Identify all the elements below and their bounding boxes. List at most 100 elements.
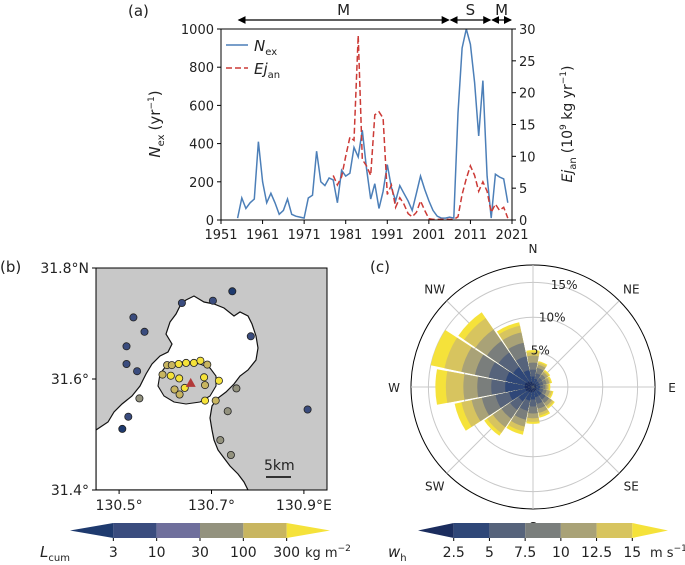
- y-right-axis-label: Ejan(109 kg yr−1): [559, 66, 579, 183]
- rose-bar-segment: [530, 381, 533, 387]
- station-point: [200, 373, 209, 382]
- station-point: [177, 298, 186, 307]
- y-right-tick-label: 5: [519, 182, 527, 197]
- y-right-tick-label: 30: [519, 23, 536, 38]
- period-label: M: [495, 1, 508, 19]
- rose-bar-segment: [533, 387, 537, 389]
- colorbar-segment: [560, 523, 597, 538]
- lat-tick-label: 31.6°: [51, 372, 89, 388]
- station-point: [167, 361, 176, 370]
- axes-a-ticks: 1951 1961 1971 1981 1991 2001 2011 202102004006…: [181, 23, 536, 243]
- station-point: [175, 390, 184, 399]
- rose-radial-label: 15%: [551, 278, 578, 292]
- colorbar-segment: [453, 523, 490, 538]
- lat-tick-label: 31.8°N: [40, 261, 89, 277]
- colorbar-segment: [286, 523, 330, 538]
- period-label: M: [337, 1, 350, 19]
- rose-bar-segment: [533, 385, 537, 387]
- rose-bar-segment: [527, 381, 533, 387]
- colorbar-tick-label: 3: [109, 545, 118, 561]
- x-tick-label: 1981: [329, 228, 362, 243]
- rose-bar-segment: [505, 381, 533, 393]
- station-point: [203, 360, 212, 369]
- station-point: [170, 385, 179, 394]
- station-point: [133, 367, 142, 376]
- direction-label-se: SE: [624, 479, 639, 493]
- rose-bar-segment: [533, 385, 541, 389]
- map: 5km: [95, 267, 328, 491]
- map-axis-ticks: 130.5° 130.7° 130.9°E 31.4° 31.6° 31.8°N: [40, 261, 332, 514]
- rose-bar-segment: [533, 384, 536, 387]
- colorbar-segment: [156, 523, 200, 538]
- y-left-tick-label: 200: [189, 176, 214, 191]
- rose-bar-segment: [530, 387, 536, 400]
- colorbar-lcum-label: Lcum: [40, 543, 70, 564]
- station-point: [158, 370, 167, 379]
- colorbar-segment: [70, 523, 114, 538]
- x-tick-label: 2021: [495, 228, 528, 243]
- rose-bar-segment: [525, 387, 533, 392]
- station-point: [118, 424, 127, 433]
- station-point: [140, 327, 149, 336]
- station-point: [303, 405, 312, 414]
- colorbar-wh-label: wh: [388, 543, 407, 564]
- colorbar-tick-label: 10: [148, 545, 166, 561]
- axes-a-frame: [220, 28, 513, 221]
- x-tick-label: 2011: [454, 228, 487, 243]
- y-left-tick-label: 400: [189, 138, 214, 153]
- y-left-tick-label: 1000: [181, 23, 214, 38]
- rose-bar-segment: [531, 376, 535, 387]
- vent-marker: [185, 377, 196, 387]
- colorbar-tick-label: 5: [485, 545, 494, 561]
- y-left-tick-label: 0: [206, 214, 214, 229]
- colorbar-tick-label: 12.5: [581, 545, 612, 561]
- rose-bar-segment: [527, 387, 533, 393]
- lat-tick-label: 31.4°: [51, 483, 89, 499]
- colorbar-lcum-unit: kg m−2: [305, 544, 351, 561]
- y-left-axis-label: Nex(yr−1): [146, 90, 167, 157]
- panel-label-a: (a): [128, 2, 149, 20]
- panel-label-c: (c): [370, 258, 390, 276]
- x-tick-label: 1951: [204, 228, 237, 243]
- colorbar-segment: [243, 523, 287, 538]
- station-point: [211, 396, 220, 405]
- rose-bar-segment: [532, 382, 534, 387]
- direction-label-n: N: [529, 242, 538, 256]
- rose-bar-segment: [532, 387, 534, 392]
- station-point: [214, 376, 223, 385]
- rose-bar-segment: [533, 387, 536, 392]
- colorbar-segment: [632, 523, 668, 538]
- colorbar-tick-label: 30: [191, 545, 209, 561]
- y-right-tick-label: 15: [519, 119, 536, 134]
- station-point: [129, 313, 138, 322]
- colorbar-tick-label: 7.5: [514, 545, 536, 561]
- rose-bar-segment: [512, 366, 533, 387]
- y-left-tick-label: 800: [189, 61, 214, 76]
- x-tick-label: 1971: [288, 228, 321, 243]
- station-point: [200, 396, 209, 405]
- station-point: [122, 342, 131, 351]
- y-right-tick-label: 20: [519, 87, 536, 102]
- rose-bar-segment: [524, 385, 533, 389]
- direction-label-ne: NE: [623, 283, 640, 297]
- wind-rose: 5%10%15%NNEESESSWWNW: [388, 242, 676, 534]
- station-point: [226, 450, 235, 459]
- lon-tick-label: 130.7°: [188, 498, 235, 514]
- y-right-tick-label: 10: [519, 150, 536, 165]
- y-right-tick-label: 25: [519, 55, 536, 70]
- deposit-stations: [118, 287, 312, 459]
- colorbar-lcum: 3 10 30 100 300: [70, 523, 330, 561]
- station-point: [208, 296, 217, 305]
- colorbar-wh-unit: m s−1: [650, 544, 685, 561]
- station-point: [196, 356, 205, 365]
- lon-tick-label: 130.9°E: [276, 498, 332, 514]
- colorbar-tick-label: 300: [273, 545, 300, 561]
- colorbar-segment: [113, 523, 157, 538]
- station-point: [175, 374, 184, 383]
- series-line-ej-an: [332, 35, 509, 220]
- rose-bar-segment: [530, 387, 533, 393]
- direction-label-w: W: [388, 381, 400, 395]
- station-point: [166, 371, 175, 380]
